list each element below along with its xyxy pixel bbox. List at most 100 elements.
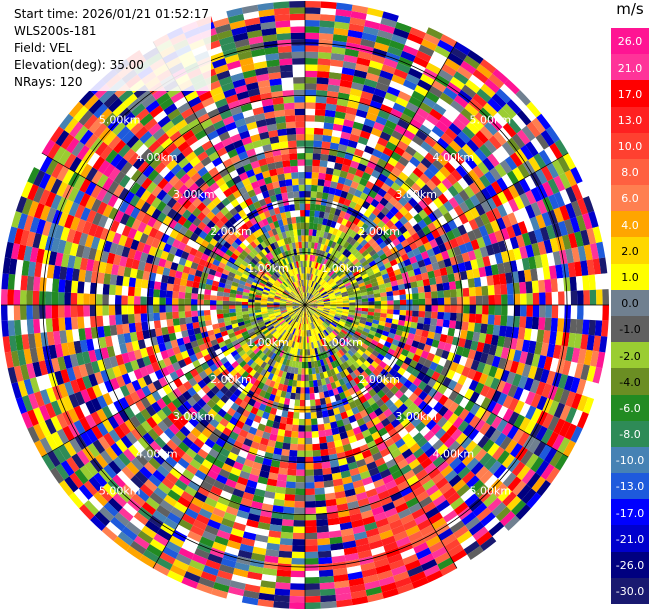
velocity-gate xyxy=(462,424,475,437)
velocity-gate xyxy=(376,389,386,399)
velocity-gate xyxy=(153,297,160,305)
velocity-gate xyxy=(530,187,543,202)
velocity-gate xyxy=(265,548,280,557)
velocity-gate xyxy=(329,234,336,242)
velocity-gate xyxy=(517,163,530,179)
velocity-gate xyxy=(576,395,589,412)
velocity-gate xyxy=(432,494,447,507)
velocity-gate xyxy=(580,364,590,381)
velocity-gate xyxy=(564,291,571,305)
velocity-gate xyxy=(267,413,276,422)
velocity-gate xyxy=(415,328,423,337)
velocity-gate xyxy=(467,230,477,242)
velocity-gate xyxy=(253,379,261,388)
velocity-gate xyxy=(335,297,343,301)
velocity-gate xyxy=(348,400,357,410)
velocity-gate xyxy=(254,302,261,305)
velocity-gate xyxy=(318,569,334,577)
velocity-gate xyxy=(495,217,507,231)
velocity-gate xyxy=(326,287,333,293)
velocity-gate xyxy=(480,323,488,334)
velocity-gate xyxy=(336,2,353,11)
velocity-gate xyxy=(512,428,525,443)
velocity-gate xyxy=(415,107,430,120)
velocity-gate xyxy=(481,285,489,296)
velocity-gate xyxy=(292,539,305,546)
velocity-gate xyxy=(420,73,435,86)
velocity-gate xyxy=(283,506,295,514)
velocity-gate xyxy=(564,423,577,441)
velocity-gate xyxy=(238,449,249,459)
velocity-gate xyxy=(432,354,441,365)
velocity-gate xyxy=(533,441,547,457)
velocity-gate xyxy=(358,555,374,566)
velocity-gate xyxy=(213,413,224,423)
velocity-gate xyxy=(322,330,328,337)
velocity-gate xyxy=(301,317,304,324)
velocity-gate xyxy=(558,249,568,265)
velocity-gate xyxy=(356,366,365,374)
velocity-gate xyxy=(323,212,330,220)
velocity-gate xyxy=(484,121,498,136)
velocity-gate xyxy=(216,570,233,581)
velocity-gate xyxy=(458,408,470,421)
velocity-gate xyxy=(280,336,286,344)
velocity-gate xyxy=(305,203,311,211)
velocity-gate xyxy=(452,479,467,493)
velocity-gate xyxy=(329,395,337,403)
velocity-gate xyxy=(420,441,433,453)
velocity-gate xyxy=(203,309,211,316)
velocity-gate xyxy=(331,129,342,138)
velocity-gate xyxy=(349,265,357,272)
velocity-gate xyxy=(321,237,327,245)
velocity-gate xyxy=(257,521,271,531)
velocity-gate xyxy=(141,525,157,539)
velocity-gate xyxy=(339,521,353,531)
velocity-gate xyxy=(278,550,293,558)
velocity-gate xyxy=(259,437,269,446)
velocity-gate xyxy=(345,320,353,326)
velocity-gate xyxy=(254,455,265,465)
velocity-gate xyxy=(402,230,412,240)
velocity-gate xyxy=(342,308,350,312)
velocity-gate xyxy=(213,458,225,469)
velocity-gate xyxy=(206,469,219,480)
velocity-gate xyxy=(289,589,305,597)
velocity-gate xyxy=(293,315,299,321)
velocity-gate xyxy=(303,311,305,318)
velocity-gate xyxy=(440,350,450,360)
velocity-gate xyxy=(295,335,299,343)
velocity-gate xyxy=(332,214,340,223)
velocity-gate xyxy=(370,198,380,208)
velocity-gate xyxy=(375,202,385,212)
velocity-gate xyxy=(380,292,387,298)
velocity-gate xyxy=(489,429,502,443)
velocity-gate xyxy=(394,475,407,486)
velocity-gate xyxy=(374,305,382,309)
velocity-gate xyxy=(553,402,566,419)
velocity-gate xyxy=(323,301,331,304)
velocity-gate xyxy=(523,377,534,392)
velocity-gate xyxy=(403,469,416,481)
velocity-gate xyxy=(494,163,507,178)
velocity-gate xyxy=(276,480,287,488)
velocity-gate xyxy=(536,395,548,411)
velocity-gate xyxy=(447,544,464,558)
velocity-gate xyxy=(316,360,322,367)
velocity-gate xyxy=(346,172,355,181)
velocity-gate xyxy=(494,345,504,358)
velocity-gate xyxy=(436,182,448,194)
velocity-gate xyxy=(375,328,384,335)
velocity-gate xyxy=(159,289,167,298)
velocity-gate xyxy=(551,222,562,238)
velocity-gate xyxy=(318,556,333,565)
velocity-gate xyxy=(357,497,370,507)
velocity-gate xyxy=(359,270,368,277)
velocity-gate xyxy=(422,479,436,491)
velocity-gate xyxy=(417,286,425,294)
velocity-gate xyxy=(141,279,149,289)
velocity-gate xyxy=(484,170,497,185)
velocity-gate xyxy=(447,412,459,425)
velocity-gate xyxy=(234,561,250,572)
velocity-gate xyxy=(399,486,413,497)
